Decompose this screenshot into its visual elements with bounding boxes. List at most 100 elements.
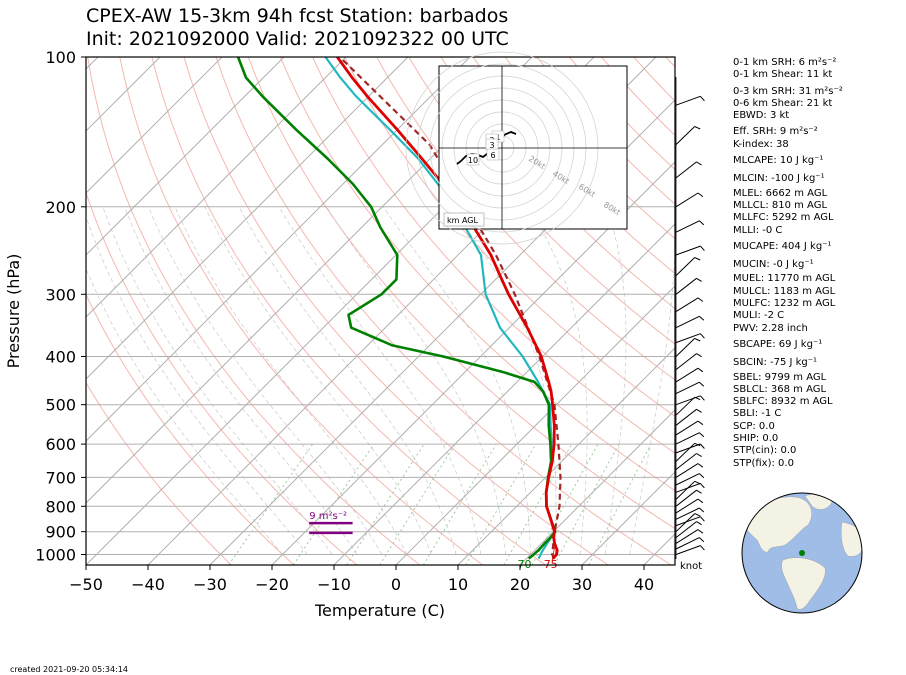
station-globe: [741, 492, 863, 614]
wind-barb: [675, 489, 697, 507]
index-line: MUCAPE: 404 J kg⁻¹: [733, 240, 832, 252]
wind-barb-flag: [694, 126, 701, 130]
wind-barb-flag: [700, 333, 705, 339]
index-line: MLCIN: -100 J kg⁻¹: [733, 173, 825, 185]
wind-barb: [675, 420, 699, 436]
isotherm: [519, 409, 675, 565]
wind-barb: [675, 498, 699, 514]
wind-barb: [675, 126, 696, 145]
x-tick-label: 10: [448, 575, 468, 594]
mixing-ratio-line: [228, 443, 314, 565]
index-line: Eff. SRH: 9 m²s⁻²: [733, 126, 818, 138]
sounding-indices: 0-1 km SRH: 6 m²s⁻² 0-1 km Shear: 11 kt …: [733, 57, 843, 470]
wind-barb-flag: [699, 381, 705, 387]
wind-barb: [675, 161, 697, 179]
wind-barb-flag: [696, 453, 702, 458]
wind-barb-flag: [696, 521, 702, 526]
y-tick-label: 300: [45, 285, 76, 304]
x-axis-label: Temperature (C): [314, 601, 445, 620]
moist-adiabat: [102, 206, 333, 555]
chart-axes: Temperature (C) Pressure (hPa) −50 −40 −30…: [4, 48, 676, 620]
x-tick-label: −30: [193, 575, 227, 594]
mixing-ratio-line: [346, 443, 425, 565]
y-tick-label: 200: [45, 198, 76, 217]
mixing-ratio-line: [465, 443, 537, 565]
hodograph-height-label: 6: [490, 151, 495, 160]
x-tick-label: −50: [69, 575, 103, 594]
y-axis-label: Pressure (hPa): [4, 254, 23, 369]
isotherm: [457, 347, 675, 565]
wind-barb-flag: [699, 220, 705, 226]
wind-barb-flag: [699, 473, 705, 479]
dry-adiabat: [279, 57, 675, 492]
isotherm: [333, 223, 675, 565]
wind-barb: [675, 333, 701, 344]
x-tick-label: 20: [510, 575, 530, 594]
y-tick-label: 400: [45, 348, 76, 367]
index-line: MLCAPE: 10 J kg⁻¹: [733, 155, 824, 167]
moist-adiabat: [528, 206, 588, 555]
wind-barb-flag: [696, 489, 702, 494]
wind-barb: [675, 315, 700, 329]
y-tick-label: 100: [45, 48, 76, 67]
wind-barb-flag: [696, 277, 702, 282]
moist-adiabat: [629, 206, 675, 555]
mixing-ratio-line: [379, 443, 456, 565]
index-line: SBEL: 9799 m AGL: [733, 371, 827, 383]
index-line: 0-1 km SRH: 6 m²s⁻²: [733, 57, 837, 68]
index-line: SBLFC: 8932 m AGL: [733, 396, 833, 408]
index-line: 0-1 km Shear: 11 kt: [733, 69, 833, 81]
wind-barb: [675, 432, 700, 445]
dry-adiabat: [151, 57, 546, 565]
wind-barb: [675, 192, 699, 208]
wind-barb: [675, 277, 697, 295]
index-line: MLLFC: 5292 m AGL: [733, 212, 834, 224]
y-tick-label: 500: [45, 396, 76, 415]
created-timestamp: created 2021-09-20 05:34:14: [10, 665, 128, 674]
wind-barb: [675, 297, 699, 313]
dry-adiabat: [86, 381, 232, 565]
hodograph-height-label: 10: [468, 156, 478, 165]
isotherm: [86, 57, 471, 442]
wind-barb-flag: [699, 315, 705, 321]
index-line: MLLCL: 810 m AGL: [733, 199, 828, 211]
wind-barb: [675, 395, 701, 406]
wind-barb-flag: [696, 408, 702, 413]
wind-barb-flag: [694, 337, 701, 342]
y-tick-label: 800: [45, 497, 76, 516]
moist-adiabat: [86, 215, 308, 555]
index-line: SBCAPE: 69 J kg⁻¹: [733, 338, 823, 350]
moist-adiabat: [174, 206, 407, 555]
surface-parcel-line: [551, 534, 556, 561]
x-tick-label: −40: [131, 575, 165, 594]
x-tick-label: −10: [317, 575, 351, 594]
dry-adiabat: [247, 57, 675, 530]
wind-barb: [675, 482, 701, 493]
wind-barb-flag: [700, 95, 705, 102]
y-tick-label: 600: [45, 435, 76, 454]
wind-barb-flag: [696, 353, 702, 358]
south-america-land: [781, 557, 826, 610]
index-line: EBWD: 3 kt: [733, 110, 790, 122]
wind-barb: [675, 521, 697, 538]
thermo-grid: [86, 57, 675, 565]
index-line: SHIP: 0.0: [733, 433, 779, 445]
wind-barb: [675, 245, 701, 256]
wind-barb-flag: [694, 257, 701, 261]
index-line: SBLCL: 368 m AGL: [733, 383, 827, 395]
wind-barb-flag: [697, 463, 704, 468]
x-tick-label: −20: [255, 575, 289, 594]
dry-adiabat: [183, 57, 609, 565]
dry-adiabat: [119, 57, 483, 565]
wind-barb-flag: [697, 498, 704, 504]
wind-barb: [675, 353, 697, 370]
wind-barb: [675, 257, 696, 276]
dry-adiabat: [87, 57, 421, 565]
srh-label: 9 m²s⁻²: [309, 511, 347, 522]
wind-barb: [675, 463, 699, 478]
wind-barb: [675, 408, 697, 426]
wind-barb: [675, 473, 700, 486]
isotherm: [86, 57, 347, 318]
